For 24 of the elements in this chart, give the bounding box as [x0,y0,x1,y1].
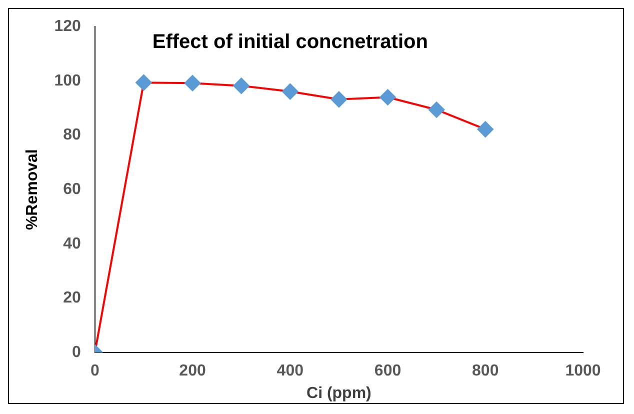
y-tick-label: 40 [63,235,81,252]
point [184,75,201,92]
y-axis-title: %Removal [24,149,42,230]
point [136,74,152,91]
point [330,91,347,108]
y-tick-label: 20 [63,290,81,307]
y-tick-label: 60 [63,181,81,198]
x-tick-label: 400 [276,362,304,380]
point [428,102,445,118]
y-tick-label: 0 [72,344,81,362]
point [380,89,396,106]
y-tick-label: 120 [54,18,81,36]
point [282,84,298,100]
chart-title: Effect of initial concnetration [152,31,428,54]
x-tick-label: 600 [374,362,402,380]
point [477,121,494,138]
x-axis-title: Ci (ppm) [306,384,372,402]
x-tick-label: 0 [90,362,100,380]
y-tick-label: 80 [63,126,81,144]
x-tick-label: 800 [472,362,499,380]
x-tick-label: 200 [179,362,206,380]
x-tick-label: 1000 [565,362,601,380]
y-tick-label: 100 [54,72,81,90]
point [233,78,250,94]
